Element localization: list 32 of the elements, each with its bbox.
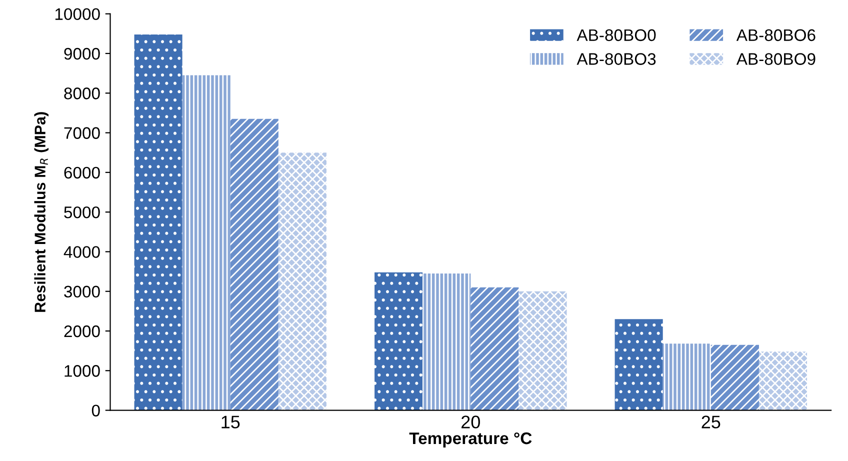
bar <box>422 274 471 410</box>
y-tick-label: 3000 <box>64 286 100 298</box>
bar <box>518 291 567 410</box>
legend-label: AB-80BO3 <box>576 53 656 65</box>
y-tick-label: 9000 <box>64 48 100 60</box>
legend-label: AB-80BO6 <box>736 29 816 42</box>
bar <box>662 344 711 410</box>
x-tick-label: 15 <box>222 416 240 428</box>
legend-label: AB-80BO9 <box>736 53 816 65</box>
y-tick-label: 4000 <box>64 246 100 258</box>
bar <box>758 352 808 410</box>
y-tick-label: 1000 <box>64 365 100 377</box>
y-tick-label: 6000 <box>64 166 100 179</box>
y-axis-title: Resilient Modulus M$_{R}$ (MPa) <box>34 112 48 312</box>
x-tick-label: 25 <box>702 416 720 428</box>
bar <box>614 319 663 410</box>
bar <box>710 344 759 410</box>
y-tick-label: 2000 <box>64 325 100 338</box>
bar <box>278 152 326 410</box>
y-tick-label: 10000 <box>55 8 100 20</box>
y-tick-label: 5000 <box>64 206 100 218</box>
bar <box>374 272 423 410</box>
y-tick-label: 0 <box>92 404 100 416</box>
y-tick-label: 7000 <box>64 127 100 139</box>
y-tick-label: 8000 <box>64 88 100 100</box>
bar <box>470 287 519 410</box>
bar <box>182 75 230 410</box>
legend-label: AB-80BO0 <box>576 29 656 42</box>
x-tick-label: 20 <box>462 416 480 428</box>
x-axis-title: Temperature °C <box>409 432 532 448</box>
bar <box>230 118 278 410</box>
bar <box>134 34 182 410</box>
